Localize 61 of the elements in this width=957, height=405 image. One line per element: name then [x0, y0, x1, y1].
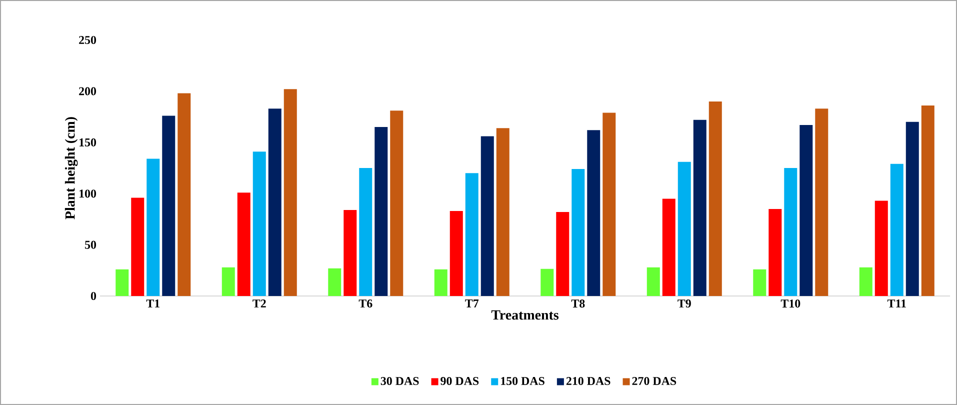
legend-label: 30 DAS [380, 376, 419, 386]
bar [131, 198, 144, 296]
x-axis-title: Treatments [491, 310, 559, 320]
y-tick-label: 0 [90, 292, 96, 300]
x-tick-label: T8 [571, 300, 585, 308]
bar [146, 158, 160, 296]
x-tick-label: T7 [465, 300, 479, 308]
bar [753, 269, 766, 296]
legend-label: 150 DAS [501, 376, 544, 386]
x-tick-label: T11 [887, 300, 906, 308]
bar [116, 269, 129, 296]
x-tick-label: T10 [780, 300, 800, 308]
y-tick-label: 150 [80, 138, 96, 146]
y-tick-label: 100 [80, 190, 96, 198]
bar [708, 101, 722, 296]
bar [874, 200, 888, 296]
bar [268, 108, 282, 296]
bar [768, 208, 782, 296]
bar [540, 268, 554, 296]
bar [178, 93, 191, 296]
bar [784, 168, 798, 296]
bar [465, 173, 478, 296]
bar [572, 169, 585, 296]
y-axis-title: Plant height (cm) [64, 117, 78, 220]
bar [693, 120, 706, 296]
bar [496, 128, 510, 296]
bar [890, 164, 904, 296]
bar [390, 110, 404, 296]
bar [859, 267, 872, 296]
y-tick-label: 50 [85, 240, 96, 249]
bar [921, 106, 934, 296]
bar [359, 168, 372, 296]
x-tick-label: T9 [678, 300, 691, 308]
bar [662, 198, 676, 296]
bar [556, 212, 570, 296]
legend-label: 210 DAS [566, 376, 610, 386]
bar [587, 130, 600, 296]
bar [646, 267, 660, 296]
bar [284, 89, 297, 296]
bar [815, 108, 828, 296]
bar [252, 152, 266, 296]
x-tick-label: T6 [358, 300, 372, 308]
legend-label: 90 DAS [440, 376, 479, 386]
bar [480, 136, 494, 296]
bar [162, 116, 176, 296]
x-tick-label: T1 [146, 300, 160, 308]
bar [678, 162, 691, 296]
legend-label: 270 DAS [632, 376, 676, 386]
bar [328, 268, 342, 296]
bar [906, 122, 919, 296]
bar [344, 210, 357, 296]
x-tick-label: T2 [252, 300, 266, 308]
y-tick-label: 250 [79, 36, 96, 44]
bar [800, 124, 813, 296]
y-tick-label: 200 [79, 87, 96, 96]
bar [602, 112, 616, 296]
bar [374, 127, 388, 296]
bar [237, 192, 250, 296]
bar [434, 269, 448, 296]
bar [450, 211, 463, 296]
bar [222, 267, 235, 296]
